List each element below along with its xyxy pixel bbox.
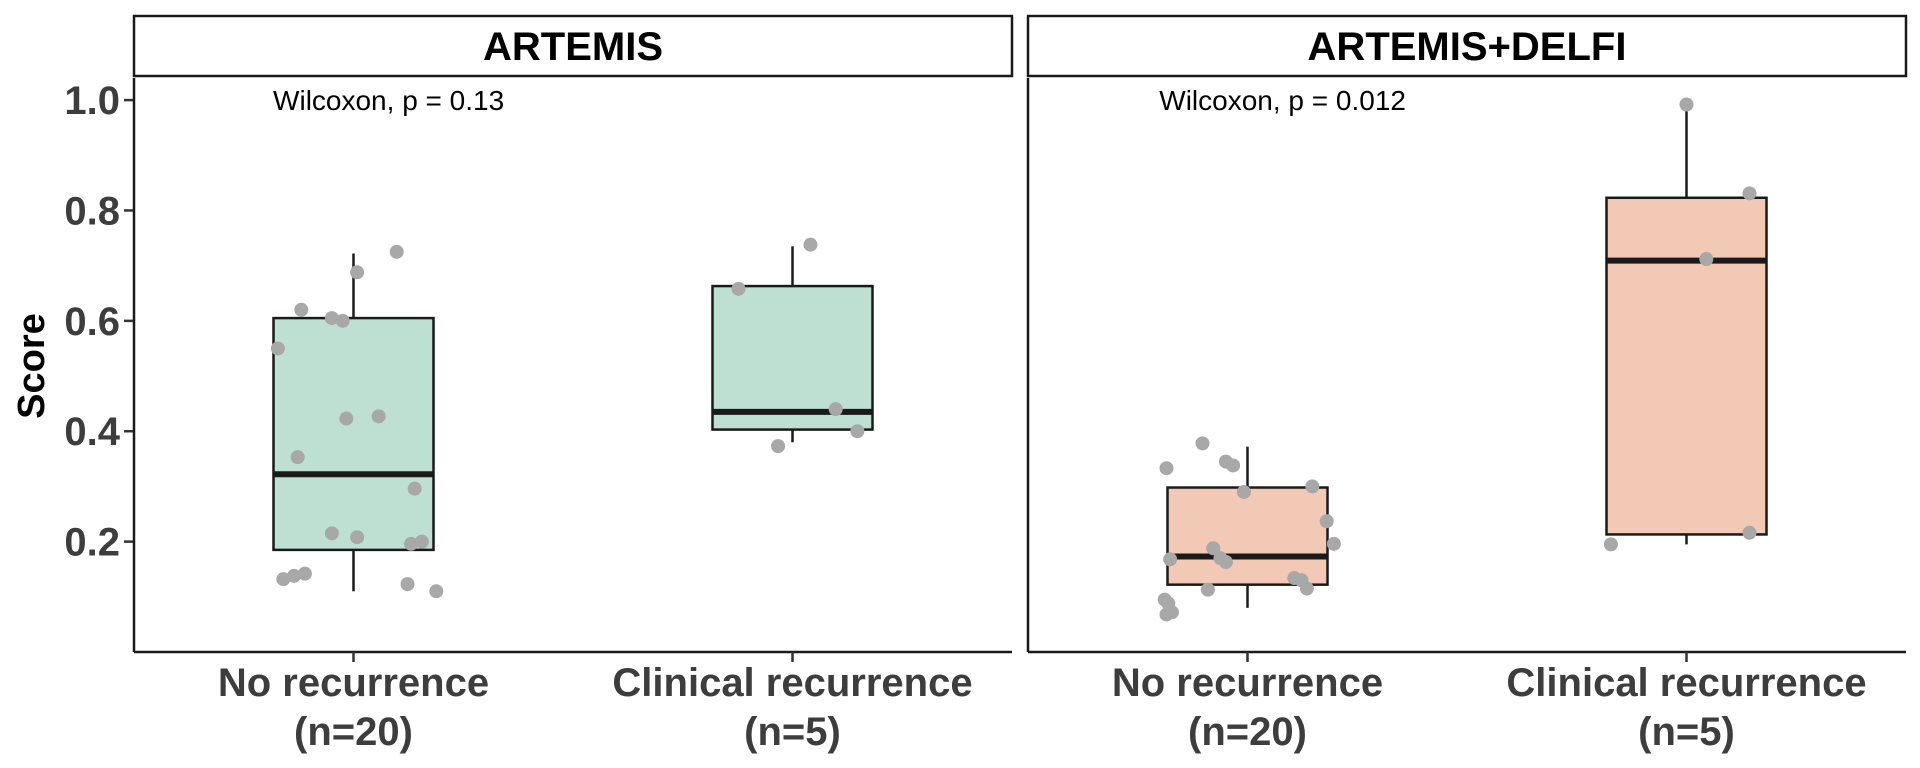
- y-axis: 0.2 0.4 0.6 0.8 1.0: [64, 79, 134, 565]
- data-point: [1159, 607, 1174, 622]
- box: [272, 316, 435, 552]
- data-point: [371, 409, 386, 424]
- box: [1605, 196, 1768, 536]
- data-point: [350, 265, 365, 280]
- data-point: [1699, 252, 1714, 267]
- data-point: [1679, 97, 1694, 112]
- data-point: [1218, 555, 1233, 570]
- y-tick-label: 0.4: [64, 410, 120, 454]
- data-point: [339, 411, 354, 426]
- box: [1166, 486, 1329, 586]
- y-tick-label: 0.6: [64, 300, 120, 344]
- wilcoxon-annotation: Wilcoxon, p = 0.012: [1159, 85, 1406, 116]
- facet-strip: [1026, 14, 1908, 78]
- x-tick-label-line1: No recurrence: [218, 661, 489, 705]
- data-point: [1159, 461, 1174, 476]
- data-point: [1326, 536, 1341, 551]
- data-point: [1305, 479, 1320, 494]
- data-point: [1319, 514, 1334, 529]
- x-tick-label-line2: (n=5): [744, 710, 841, 754]
- data-point: [404, 536, 419, 551]
- box: [711, 284, 874, 431]
- data-point: [771, 439, 786, 454]
- facet-title: ARTEMIS+DELFI: [1308, 25, 1627, 69]
- box-group-1: No recurrence (n=20): [218, 244, 489, 754]
- x-tick-label-line1: Clinical recurrence: [612, 661, 972, 705]
- data-point: [335, 313, 350, 328]
- data-point: [1299, 581, 1314, 596]
- x-tick-label-line2: (n=5): [1638, 710, 1735, 754]
- data-point: [429, 584, 444, 599]
- data-point: [1742, 186, 1757, 201]
- facet-strip: [132, 14, 1014, 78]
- x-tick-label-line2: (n=20): [1188, 710, 1307, 754]
- data-point: [287, 568, 302, 583]
- data-point: [1236, 484, 1251, 499]
- panel-1: ARTEMIS Wilcoxon, p = 0.13 No recurrence (n…: [132, 14, 1014, 754]
- data-point: [1200, 582, 1215, 597]
- data-point: [294, 302, 309, 317]
- wilcoxon-annotation: Wilcoxon, p = 0.13: [273, 85, 504, 116]
- panel-2: ARTEMIS+DELFI Wilcoxon, p = 0.012 No recur…: [1026, 14, 1908, 754]
- y-tick-label: 0.2: [64, 521, 120, 565]
- x-tick-label-line2: (n=20): [294, 710, 413, 754]
- data-point: [731, 281, 746, 296]
- data-point: [276, 572, 291, 587]
- data-point: [1163, 552, 1178, 567]
- data-point: [350, 530, 365, 545]
- y-axis-label: Score: [11, 313, 53, 419]
- data-point: [1195, 436, 1210, 451]
- data-point: [389, 244, 404, 259]
- y-tick-label: 1.0: [64, 79, 120, 123]
- data-point: [828, 402, 843, 417]
- data-point: [414, 534, 429, 549]
- box-group-2: Clinical recurrence (n=5): [1506, 97, 1867, 754]
- data-point: [324, 526, 339, 541]
- y-tick-label: 0.8: [64, 189, 120, 233]
- data-point: [290, 450, 305, 465]
- data-point: [297, 566, 312, 581]
- x-tick-label-line1: No recurrence: [1112, 661, 1383, 705]
- data-point: [1226, 458, 1241, 473]
- data-point: [270, 341, 285, 356]
- x-tick-label-line1: Clinical recurrence: [1506, 661, 1866, 705]
- data-point: [803, 237, 818, 252]
- box-group-2: Clinical recurrence (n=5): [612, 237, 973, 754]
- facet-title: ARTEMIS: [483, 25, 663, 69]
- data-point: [1742, 525, 1757, 540]
- data-point: [400, 577, 415, 592]
- data-point: [850, 424, 865, 439]
- data-point: [1603, 537, 1618, 552]
- box-group-1: No recurrence (n=20): [1112, 436, 1383, 754]
- data-point: [1206, 541, 1221, 556]
- data-point: [324, 311, 339, 326]
- data-point: [407, 481, 422, 496]
- facet-panels: ARTEMIS Wilcoxon, p = 0.13 No recurrence (n…: [132, 14, 1908, 754]
